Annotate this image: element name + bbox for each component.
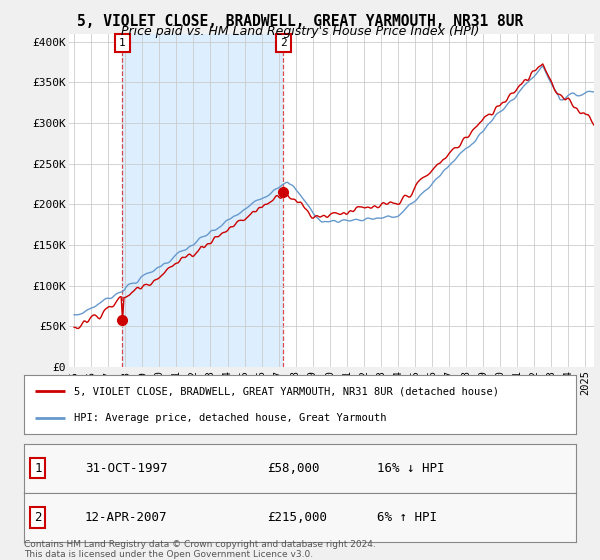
Text: 1: 1 [119,38,126,48]
Text: 5, VIOLET CLOSE, BRADWELL, GREAT YARMOUTH, NR31 8UR: 5, VIOLET CLOSE, BRADWELL, GREAT YARMOUT… [77,14,523,29]
Text: Contains HM Land Registry data © Crown copyright and database right 2024.
This d: Contains HM Land Registry data © Crown c… [24,540,376,559]
Text: 5, VIOLET CLOSE, BRADWELL, GREAT YARMOUTH, NR31 8UR (detached house): 5, VIOLET CLOSE, BRADWELL, GREAT YARMOUT… [74,386,499,396]
Text: 1: 1 [34,461,41,475]
Text: HPI: Average price, detached house, Great Yarmouth: HPI: Average price, detached house, Grea… [74,413,386,423]
Text: 6% ↑ HPI: 6% ↑ HPI [377,511,437,524]
Text: 16% ↓ HPI: 16% ↓ HPI [377,461,445,475]
Text: £215,000: £215,000 [267,511,327,524]
Text: 2: 2 [280,38,287,48]
Text: £58,000: £58,000 [267,461,319,475]
Bar [122,34,283,367]
Text: 12-APR-2007: 12-APR-2007 [85,511,167,524]
Text: 2: 2 [34,511,41,524]
Text: 31-OCT-1997: 31-OCT-1997 [85,461,167,475]
Text: Price paid vs. HM Land Registry's House Price Index (HPI): Price paid vs. HM Land Registry's House … [121,25,479,38]
